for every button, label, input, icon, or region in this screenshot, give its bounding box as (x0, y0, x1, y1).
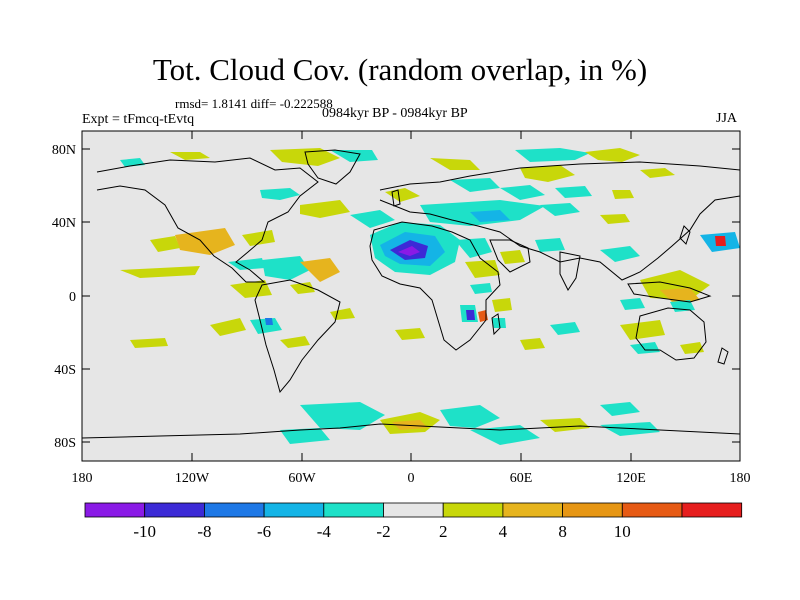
colorbar-box-1 (84, 502, 146, 518)
season-label: JJA (716, 111, 738, 126)
colorbar-box-8 (502, 502, 563, 518)
colorbar-label-9: 10 (614, 522, 631, 541)
period-label: 0984kyr BP - 0984kyr BP (322, 106, 468, 121)
japan-coast (679, 225, 691, 245)
axis-ticks (81, 131, 741, 461)
eurasia-coast (379, 161, 740, 281)
plot-title: Tot. Cloud Cov. (random overlap, in %) (152, 52, 648, 87)
experiment-label: Expt = tFmcq-tEvtq (82, 112, 195, 127)
north-america-coast (96, 157, 319, 283)
colorbar-box-11 (681, 502, 743, 518)
x-axis-label-60w: 60W (288, 471, 316, 486)
uk-coast (391, 189, 401, 207)
colorbar (84, 502, 743, 518)
colorbar-box-9 (562, 502, 623, 518)
colorbar-label-1: -10 (133, 522, 156, 541)
africa-coast (369, 221, 501, 351)
y-axis-label-40n: 40N (52, 216, 76, 231)
arabia-coast (489, 239, 531, 273)
colorbar-box-10 (621, 502, 683, 518)
x-axis-label-180w: 180 (72, 471, 93, 486)
india-coast (559, 251, 581, 291)
colorbar-label-6: 2 (439, 522, 448, 541)
x-axis-label-120e: 120E (616, 471, 646, 486)
colorbar-label-7: 4 (499, 522, 508, 541)
new-zealand-coast (717, 347, 729, 365)
y-axis-label-80n: 80N (52, 143, 76, 158)
colorbar-box-6 (383, 502, 444, 518)
colorbar-box-7 (442, 502, 504, 518)
maritime-se-asia-coast (627, 281, 712, 303)
y-axis-label-eq: 0 (69, 290, 76, 305)
south-america-coast (254, 279, 341, 394)
colorbar-label-4: -4 (317, 522, 332, 541)
x-axis-label-120w: 120W (175, 471, 210, 486)
colorbar-label-8: 8 (558, 522, 567, 541)
colorbar-label-3: -6 (257, 522, 271, 541)
map-background (82, 131, 740, 461)
colorbar-box-2 (144, 502, 205, 518)
x-axis-label-180e: 180 (730, 471, 751, 486)
antarctica-coast (82, 423, 740, 439)
colorbar-label-2: -8 (197, 522, 211, 541)
x-axis-label-0: 0 (408, 471, 415, 486)
y-axis-label-80s: 80S (54, 436, 76, 451)
colorbar-box-5 (323, 502, 384, 518)
greenland-coast (304, 149, 361, 185)
x-axis-label-60e: 60E (510, 471, 533, 486)
stats-text: rmsd= 1.8141 diff= -0.222588 (175, 96, 333, 111)
colorbar-box-3 (203, 502, 265, 518)
y-axis-label-40s: 40S (54, 363, 76, 378)
colorbar-box-4 (263, 502, 325, 518)
madagascar-coast (491, 313, 501, 336)
colorbar-label-5: -2 (376, 522, 390, 541)
australia-coast (635, 307, 707, 361)
coastlines (82, 149, 740, 439)
